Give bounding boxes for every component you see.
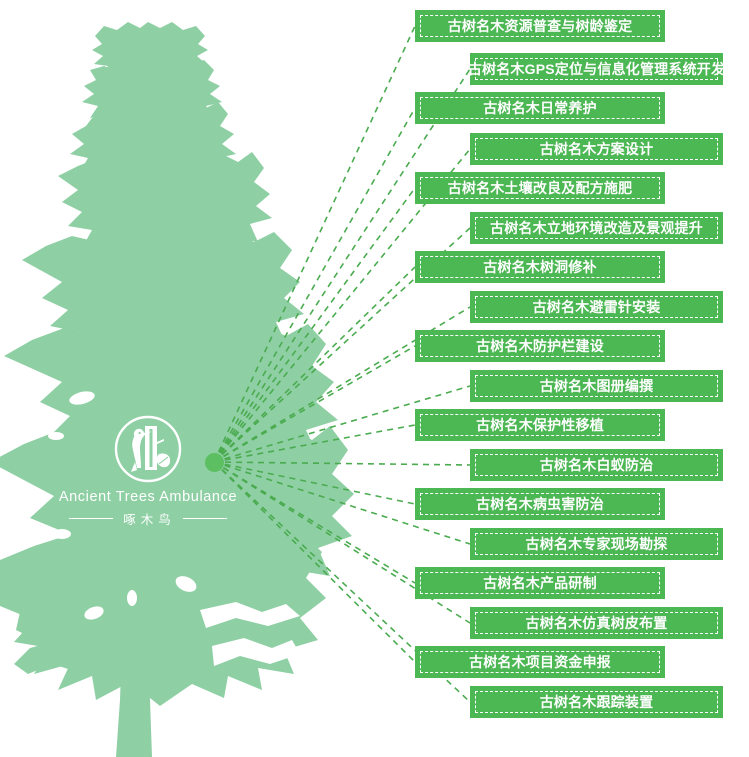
- node-box[interactable]: 古树名木跟踪装置: [470, 686, 723, 718]
- node-box[interactable]: 古树名木保护性移植: [415, 409, 665, 441]
- node-box-label: 古树名木项目资金申报: [469, 654, 611, 670]
- node-box-label: 古树名木日常养护: [483, 100, 597, 116]
- node-box-label: 古树名木资源普查与树龄鉴定: [447, 18, 633, 34]
- node-box-label: 古树名木树洞修补: [483, 259, 597, 275]
- node-box[interactable]: 古树名木防护栏建设: [415, 330, 665, 362]
- node-box-label: 古树名木土壤改良及配方施肥: [447, 180, 633, 196]
- node-box-label: 古树名木病虫害防治: [476, 496, 604, 512]
- node-box[interactable]: 古树名木白蚁防治: [470, 449, 723, 481]
- node-box[interactable]: 古树名木立地环境改造及景观提升: [470, 212, 723, 244]
- node-box[interactable]: 古树名木土壤改良及配方施肥: [415, 172, 665, 204]
- node-box-label: 古树名木白蚁防治: [539, 457, 654, 473]
- brand-sub-name: 啄木鸟: [123, 512, 176, 527]
- node-box-label: 古树名木GPS定位与信息化管理系统开发: [467, 61, 726, 77]
- node-box-label: 古树名木图册编撰: [539, 378, 654, 394]
- node-box[interactable]: 古树名木病虫害防治: [415, 488, 665, 520]
- node-box[interactable]: 古树名木方案设计: [470, 133, 723, 165]
- node-box[interactable]: 古树名木项目资金申报: [415, 646, 665, 678]
- node-box[interactable]: 古树名木资源普查与树龄鉴定: [415, 10, 665, 42]
- node-box-label: 古树名木立地环境改造及景观提升: [490, 220, 703, 236]
- node-box-label: 古树名木产品研制: [483, 575, 597, 591]
- node-box-label: 古树名木专家现场勘探: [525, 536, 668, 552]
- node-box-label: 古树名木避雷针安装: [532, 299, 661, 315]
- node-box[interactable]: 古树名木产品研制: [415, 567, 665, 599]
- brand-name: Ancient Trees Ambulance: [58, 489, 238, 505]
- node-box[interactable]: 古树名木GPS定位与信息化管理系统开发: [467, 53, 726, 85]
- node-box-label: 古树名木仿真树皮布置: [525, 615, 668, 631]
- node-box[interactable]: 古树名木避雷针安装: [470, 291, 723, 323]
- node-box[interactable]: 古树名木专家现场勘探: [470, 528, 723, 560]
- hub-node-dot: [205, 453, 224, 472]
- node-box-label: 古树名木保护性移植: [476, 417, 604, 433]
- woodpecker-tree-circle-logo-icon: [114, 415, 182, 483]
- brand-rule-left: [69, 517, 114, 519]
- node-box[interactable]: 古树名木仿真树皮布置: [470, 607, 723, 639]
- node-box[interactable]: 古树名木日常养护: [415, 92, 665, 124]
- node-box-label: 古树名木防护栏建设: [476, 338, 604, 354]
- tree-silhouette-icon: [0, 22, 354, 757]
- node-box-label: 古树名木方案设计: [539, 141, 654, 157]
- node-box[interactable]: 古树名木树洞修补: [415, 251, 665, 283]
- node-box-label: 古树名木跟踪装置: [539, 694, 654, 710]
- brand-rule-right: [182, 517, 227, 519]
- node-box[interactable]: 古树名木图册编撰: [470, 370, 723, 402]
- brand-sub-row: 啄木鸟: [52, 509, 244, 528]
